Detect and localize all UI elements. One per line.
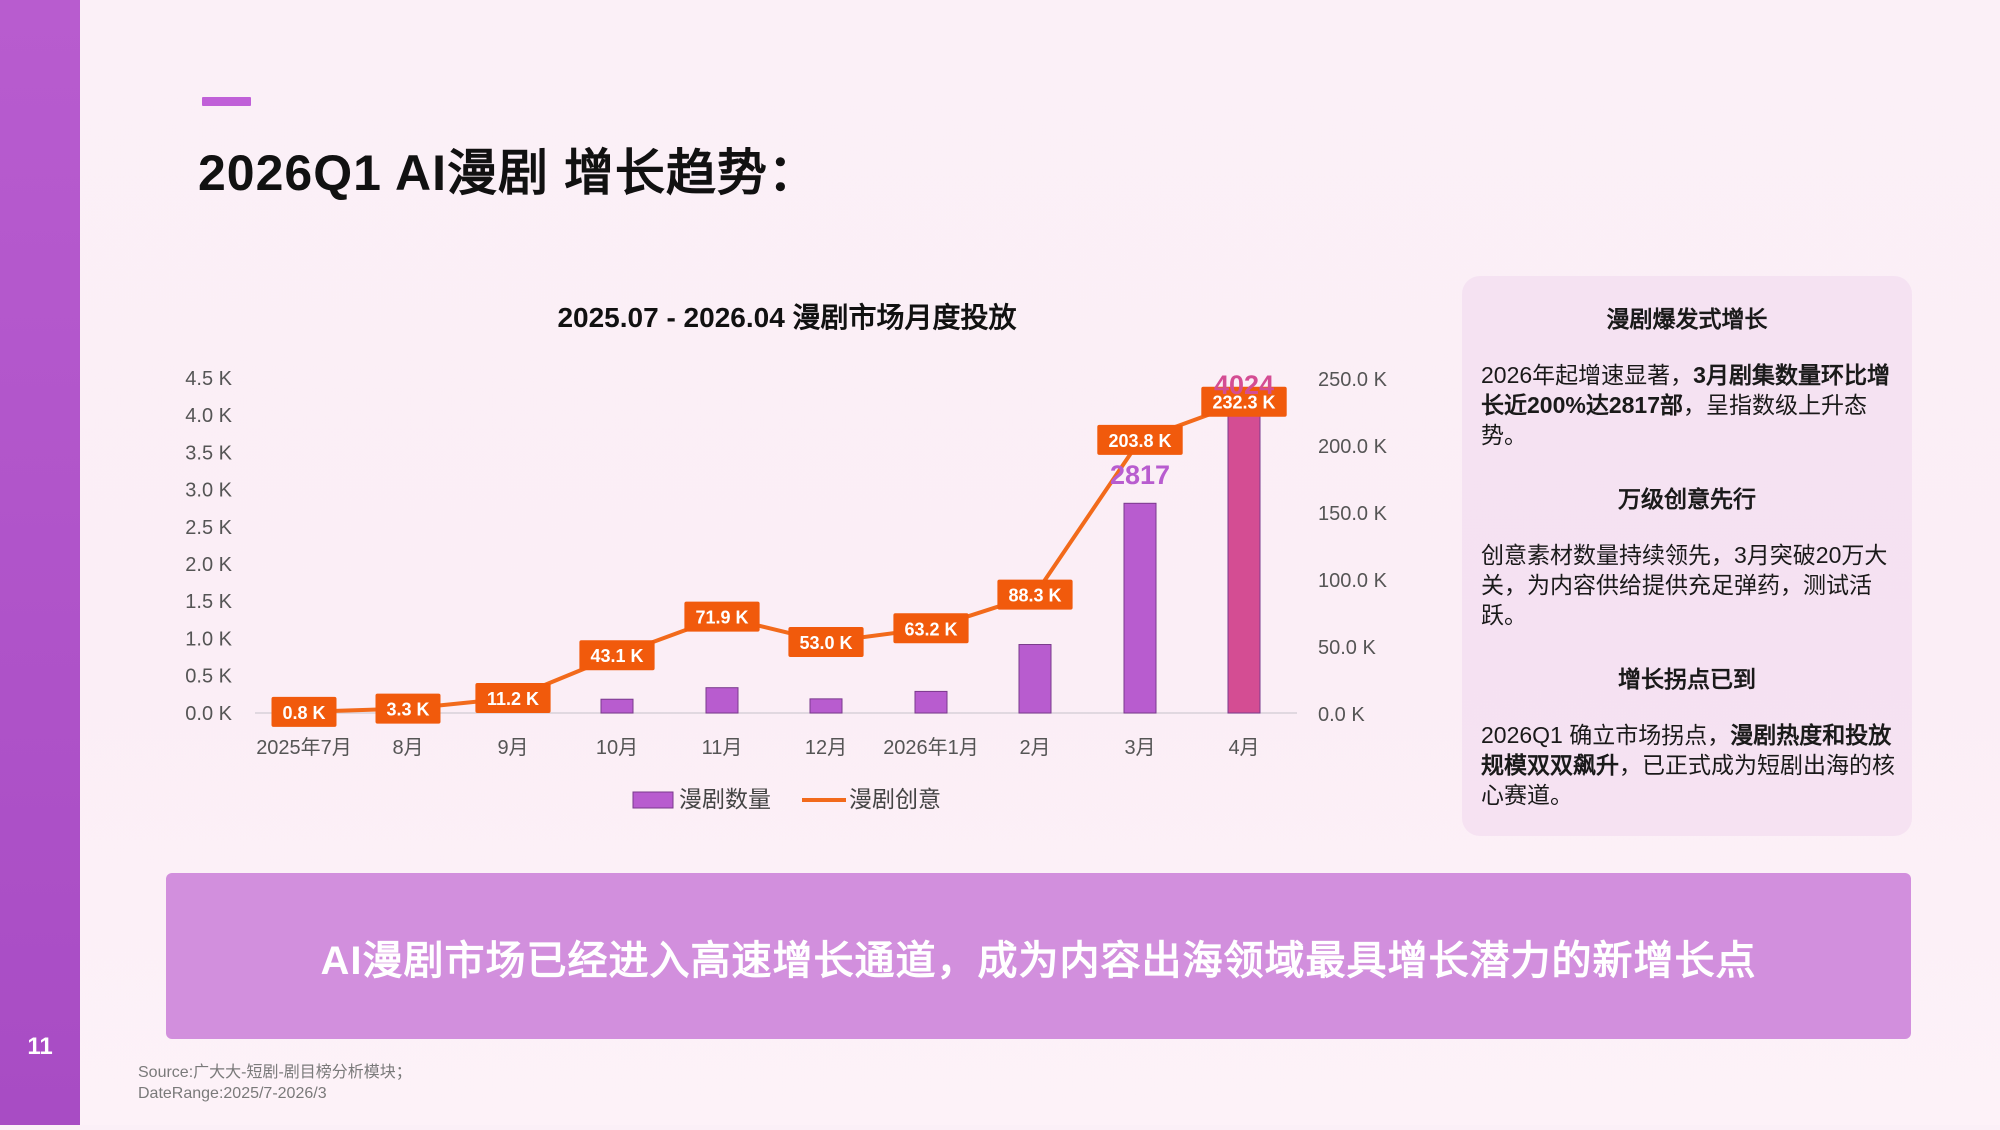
category-label: 2025年7月 [256, 736, 352, 759]
source-note: Source:广大大-短剧-剧目榜分析模块； DateRange:2025/7-… [138, 1062, 412, 1104]
category-label: 3月 [1124, 737, 1155, 759]
bar [809, 698, 843, 714]
insights-panel: 漫剧爆发式增长 2026年起增速显著，3月剧集数量环比增长近200%达2817部… [1462, 276, 1912, 836]
conclusion-banner: AI漫剧市场已经进入高速增长通道，成为内容出海领域最具增长潜力的新增长点 [166, 873, 1911, 1039]
data-label: 71.9 K [695, 608, 748, 628]
right-axis-tick: 0.0 K [1318, 704, 1365, 726]
data-label-box [684, 601, 760, 632]
insight-body-1: 2026年起增速显著，3月剧集数量环比增长近200%达2817部，呈指数级上升态… [1481, 362, 1890, 448]
left-axis-tick: 2.5 K [185, 517, 232, 539]
bar [600, 698, 634, 714]
data-label: 3.3 K [386, 700, 429, 720]
category-label: 12月 [805, 737, 847, 759]
left-axis-tick: 1.0 K [185, 628, 232, 650]
bar-annotation: 2817 [1110, 460, 1170, 490]
left-axis-tick: 0.5 K [185, 666, 232, 688]
category-label: 9月 [497, 737, 528, 759]
right-axis-tick: 100.0 K [1318, 570, 1388, 592]
data-label-box [788, 626, 864, 657]
category-label: 10月 [596, 737, 638, 759]
data-label-box [375, 693, 441, 724]
source-line: Source:广大大-短剧-剧目榜分析模块； [138, 1064, 412, 1081]
data-label-box [997, 579, 1073, 610]
left-axis-tick: 4.0 K [185, 405, 232, 427]
title-accent-bar [202, 97, 251, 106]
chart-title: 2025.07 - 2026.04 漫剧市场月度投放 [557, 301, 1017, 333]
bar-annotation: 4024 [1214, 370, 1274, 400]
left-axis-tick: 2.0 K [185, 554, 232, 576]
legend-bar-swatch [632, 791, 674, 809]
page-title: 2026Q1 AI漫剧 增长趋势： [198, 145, 819, 201]
right-axis-tick: 150.0 K [1318, 503, 1388, 525]
data-label-box [1201, 386, 1287, 417]
line-series [303, 399, 1245, 714]
category-label: 4月 [1228, 737, 1259, 759]
data-label-box [475, 682, 551, 713]
conclusion-text: AI漫剧市场已经进入高速增长通道，成为内容出海领域最具增长潜力的新增长点 [320, 939, 1757, 983]
insight-heading-1: 漫剧爆发式增长 [1606, 306, 1768, 332]
data-label: 63.2 K [904, 619, 957, 639]
left-axis-tick: 1.5 K [185, 591, 232, 613]
sidebar-accent: 11 [0, 0, 80, 1125]
bar [914, 690, 948, 714]
data-label: 43.1 K [590, 646, 643, 666]
insight-heading-2: 万级创意先行 [1618, 486, 1756, 512]
data-label-box [579, 640, 655, 671]
data-label-box [271, 696, 337, 727]
data-label: 53.0 K [799, 633, 852, 653]
insight-heading-3: 增长拐点已到 [1618, 666, 1756, 692]
bar [1018, 644, 1052, 714]
category-label: 11月 [702, 737, 743, 759]
legend-line-label: 漫剧创意 [849, 786, 941, 812]
page-number: 11 [27, 1033, 53, 1060]
legend-bar-label: 漫剧数量 [679, 786, 771, 812]
insight-body-3: 2026Q1 确立市场拐点，漫剧热度和投放规模双双飙升，已正式成为短剧出海的核心… [1481, 722, 1895, 808]
data-label: 0.8 K [282, 703, 325, 723]
data-label: 232.3 K [1212, 393, 1275, 413]
date-range-line: DateRange:2025/7-2026/3 [138, 1085, 327, 1102]
left-axis-tick: 3.0 K [185, 480, 232, 502]
right-axis-tick: 250.0 K [1318, 369, 1388, 391]
data-label: 203.8 K [1108, 431, 1171, 451]
category-label: 2月 [1019, 737, 1050, 759]
insight-body-2: 创意素材数量持续领先，3月突破20万大关，为内容供给提供充足弹药，测试活跃。 [1481, 542, 1888, 628]
left-axis-tick: 0.0 K [185, 703, 232, 725]
right-axis-tick: 50.0 K [1318, 637, 1376, 659]
left-axis-tick: 4.5 K [185, 368, 232, 390]
bar [705, 687, 739, 714]
category-label: 8月 [392, 737, 423, 759]
data-label-box [1097, 424, 1183, 455]
bar [1227, 412, 1261, 714]
bar [1123, 502, 1157, 714]
category-label: 2026年1月 [883, 736, 979, 759]
data-label: 11.2 K [487, 689, 539, 709]
data-label-box [893, 613, 969, 644]
data-label: 88.3 K [1008, 586, 1061, 606]
right-axis-tick: 200.0 K [1318, 436, 1388, 458]
left-axis-tick: 3.5 K [185, 442, 232, 464]
